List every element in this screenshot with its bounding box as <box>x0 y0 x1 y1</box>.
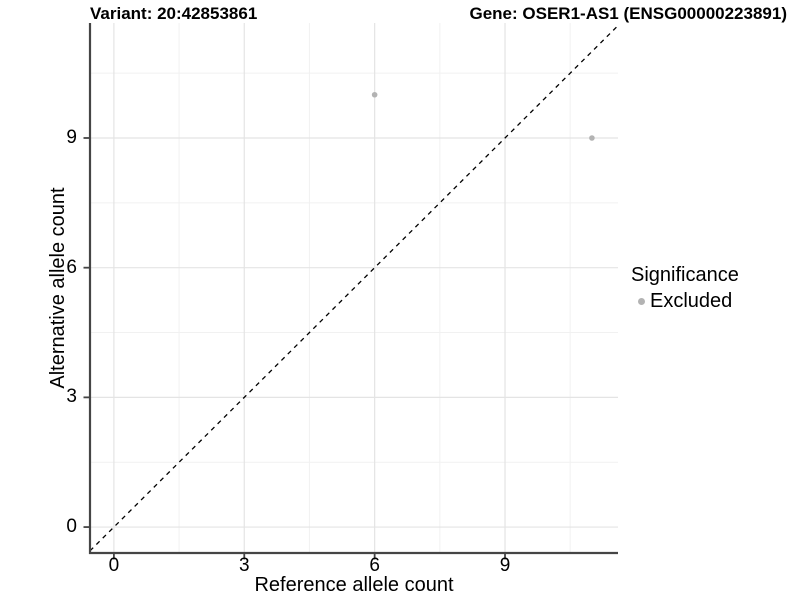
x-tick-label: 0 <box>108 555 120 576</box>
legend-title: Significance <box>631 264 739 286</box>
y-tick-label: 9 <box>66 126 77 148</box>
x-tick-label: 3 <box>238 555 250 576</box>
y-tick-label: 0 <box>66 516 77 538</box>
legend: Significance Excluded <box>631 263 739 312</box>
identity-dashed-line <box>89 25 619 552</box>
x-axis-title: Reference allele count <box>254 574 454 596</box>
y-tick-label: 6 <box>66 256 77 278</box>
data-point <box>371 91 378 98</box>
y-tick-label: 3 <box>66 386 77 408</box>
gene-title: Gene: OSER1-AS1 (ENSG00000223891) <box>469 4 788 23</box>
legend-item-excluded: Excluded <box>631 290 739 312</box>
x-tick-label: 6 <box>369 555 380 576</box>
variant-title: Variant: 20:42853861 <box>90 4 258 23</box>
x-tick-label: 9 <box>499 555 511 576</box>
excluded-point-icon <box>638 297 645 305</box>
legend-item-label: Excluded <box>650 290 733 312</box>
data-point <box>589 135 595 141</box>
